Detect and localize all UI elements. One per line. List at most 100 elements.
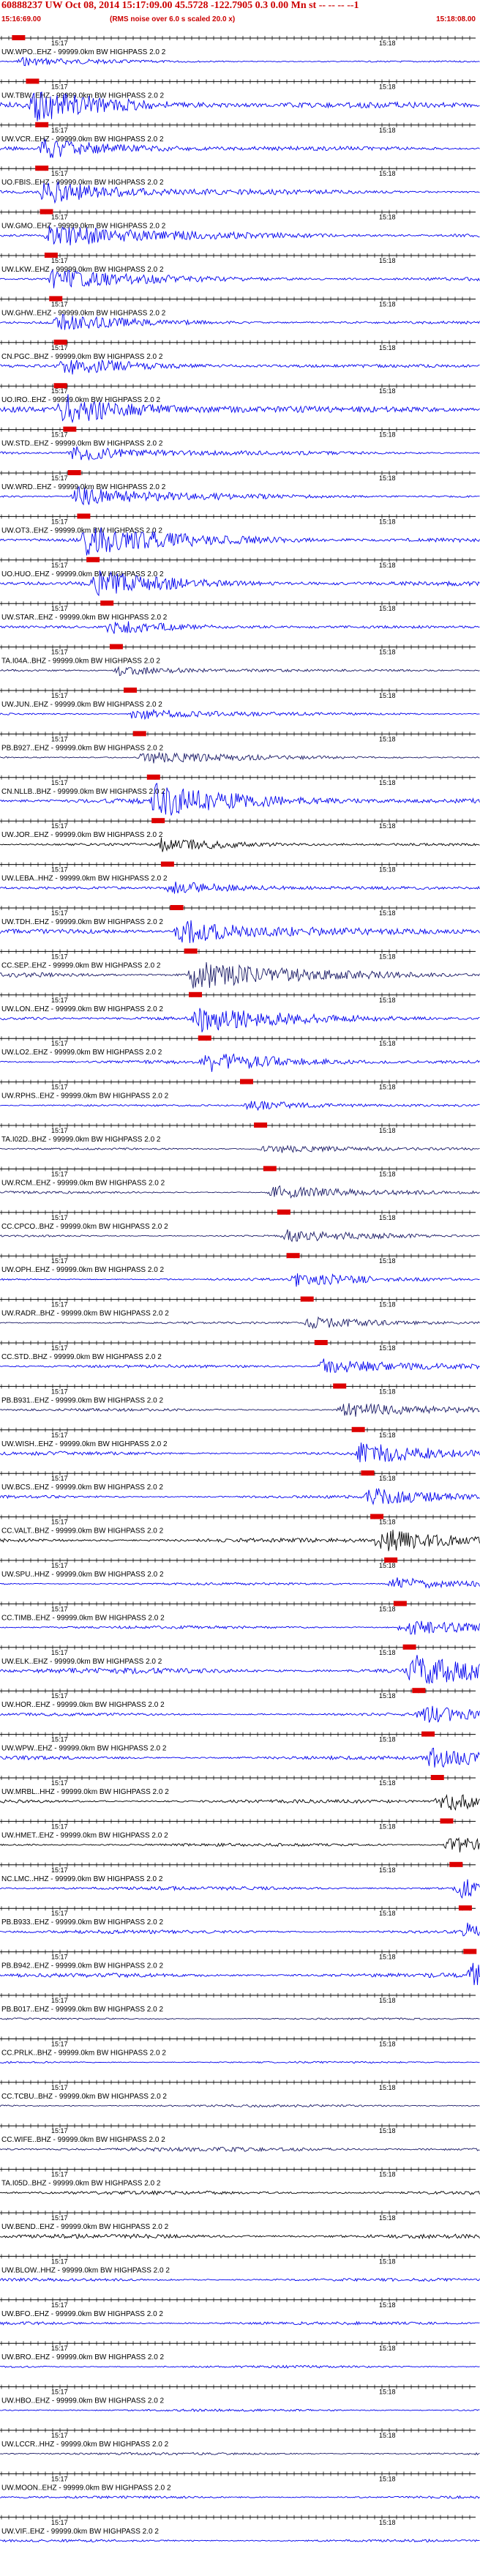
minute-label: 15:17 [51,953,68,960]
p-pick-marker [35,122,49,127]
minute-label: 15:18 [379,735,396,742]
minute-label: 15:18 [379,909,396,917]
station-label: UW.WRD..EHZ - 99999.0km BW HIGHPASS 2.0 … [1,483,166,491]
waveform-trace [0,1316,480,1330]
start-time-label: 15:16:69.00 [1,15,41,23]
waveform-trace [0,359,480,375]
station-label: CC.WIFE..BHZ - 99999.0km BW HIGHPASS 2.0… [1,2136,165,2144]
minute-label: 15:17 [51,605,68,612]
p-pick-marker [86,556,100,562]
minute-label: 15:17 [51,2214,68,2222]
station-label: UW.MOON..EHZ - 99999.0km BW HIGHPASS 2.0… [1,2484,171,2492]
waveform-trace [0,1488,480,1505]
station-label: TA.I05D..BHZ - 99999.0km BW HIGHPASS 2.0… [1,2180,161,2188]
p-pick-marker [393,1601,407,1607]
waveform-trace [0,313,480,330]
waveform-trace [0,752,480,764]
minute-label: 15:17 [51,431,68,439]
p-pick-marker [440,1818,454,1824]
minute-label: 15:17 [51,562,68,569]
minute-label: 15:18 [379,2301,396,2309]
waveform-trace [0,920,480,943]
minute-label: 15:17 [51,1519,68,1526]
minute-label: 15:18 [379,2475,396,2482]
waveform-trace [0,621,480,634]
p-pick-marker [198,1035,211,1041]
minute-label: 15:17 [51,257,68,264]
minute-label: 15:17 [51,127,68,134]
minute-label: 15:17 [51,1910,68,1917]
p-pick-marker [412,1688,426,1694]
minute-label: 15:17 [51,83,68,90]
p-pick-marker [170,905,184,910]
p-pick-marker [124,688,137,693]
p-pick-marker [449,1861,463,1867]
waveform-trace [0,394,480,424]
station-label: UW.BCS..EHZ - 99999.0km BW HIGHPASS 2.0 … [1,1484,163,1492]
minute-label: 15:18 [379,40,396,47]
waveform-trace [0,1577,480,1589]
station-label: UW.BEND..EHZ - 99999.0km BW HIGHPASS 2.0… [1,2223,169,2231]
waveform-trace [0,226,480,246]
minute-label: 15:18 [379,344,396,351]
station-label: UW.RCM..EHZ - 99999.0km BW HIGHPASS 2.0 … [1,1179,165,1187]
p-pick-marker [384,1557,398,1563]
waveform-trace [0,2146,480,2153]
p-pick-marker [189,991,203,997]
station-label: UW.VIF..EHZ - 99999.0km BW HIGHPASS 2.0 … [1,2528,159,2536]
station-label: UW.ELK..EHZ - 99999.0km BW HIGHPASS 2.0 … [1,1658,162,1666]
minute-label: 15:17 [51,2519,68,2526]
waveform-trace [0,485,480,506]
minute-label: 15:18 [379,2171,396,2178]
waveform-trace [0,1008,480,1032]
minute-label: 15:17 [51,1475,68,1482]
minute-label: 15:17 [51,1344,68,1352]
station-label: UW.STAR..EHZ - 99999.0km BW HIGHPASS 2.0… [1,614,168,622]
minute-label: 15:17 [51,2084,68,2091]
station-label: UW.BLOW..HHZ - 99999.0km BW HIGHPASS 2.0… [1,2266,170,2274]
p-pick-marker [109,644,123,649]
minute-label: 15:17 [51,518,68,525]
station-label: UW.JUN..EHZ - 99999.0km BW HIGHPASS 2.0 … [1,701,162,709]
p-pick-marker [100,600,114,606]
minute-label: 15:17 [51,1823,68,1830]
minute-label: 15:18 [379,562,396,569]
p-pick-marker [402,1644,416,1650]
minute-label: 15:18 [379,1562,396,1569]
station-label: PB.B017..EHZ - 99999.0km BW HIGHPASS 2.0… [1,2006,163,2014]
minute-label: 15:18 [379,1344,396,1352]
minute-label: 15:18 [379,1954,396,1961]
waveform-trace [0,2017,480,2020]
minute-label: 15:17 [51,170,68,177]
minute-label: 15:17 [51,1997,68,2004]
waveform-trace [0,1053,480,1072]
waveform-trace [0,708,480,721]
minute-label: 15:17 [51,1214,68,1221]
waveform-trace [0,1922,480,1937]
event-title: 60888237 UW Oct 08, 2014 15:17:09.00 45.… [1,0,359,11]
minute-label: 15:17 [51,735,68,742]
station-label: CC.TIMB..EHZ - 99999.0km BW HIGHPASS 2.0… [1,1614,165,1622]
minute-label: 15:18 [379,1388,396,1395]
waveform-trace [0,666,480,677]
minute-label: 15:18 [379,997,396,1004]
waveform-trace [0,2190,480,2196]
station-label: UW.GMO..EHZ - 99999.0km BW HIGHPASS 2.0 … [1,223,166,231]
station-label: CC.TCBU..BHZ - 99999.0km BW HIGHPASS 2.0… [1,2093,167,2101]
minute-label: 15:18 [379,474,396,482]
minute-label: 15:18 [379,387,396,395]
station-label: UW.TBW..EHZ - 99999.0km BW HIGHPASS 2.0 … [1,92,165,100]
waveform-trace [0,1836,480,1853]
station-label: CN.NLLB..BHZ - 99999.0km BW HIGHPASS 2.0… [1,788,165,796]
station-label: CC.PRLK..BHZ - 99999.0km BW HIGHPASS 2.0… [1,2049,166,2057]
station-label: UW.RADR..BHZ - 99999.0km BW HIGHPASS 2.0… [1,1310,169,1318]
station-label: UW.HBO..EHZ - 99999.0km BW HIGHPASS 2.0 … [1,2397,165,2405]
minute-label: 15:17 [51,2127,68,2134]
minute-label: 15:18 [379,649,396,656]
minute-label: 15:17 [51,1605,68,1612]
p-pick-marker [286,1253,300,1259]
station-label: UW.SPU..HHZ - 99999.0km BW HIGHPASS 2.0 … [1,1571,164,1579]
waveform-trace [0,1794,480,1811]
minute-label: 15:18 [379,1170,396,1177]
